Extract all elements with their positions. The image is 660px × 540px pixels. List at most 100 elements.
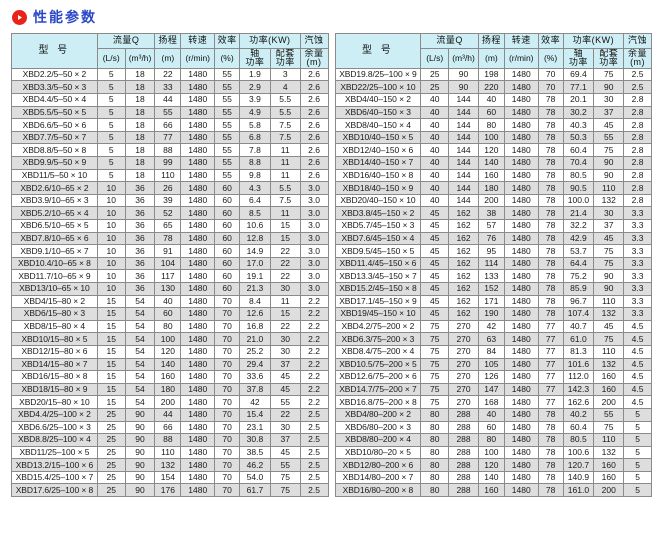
cell-model: XBD6.5/10–65 × 5 (11, 219, 98, 233)
cell-model: XBD18/40–150 × 9 (334, 181, 422, 195)
cell-efficiency: 78 (537, 118, 564, 132)
cell-shaft_power: 53.7 (562, 244, 595, 258)
cell-flow_m3h: 54 (124, 357, 156, 372)
cell-head: 88 (154, 143, 182, 158)
cell-speed: 1480 (180, 181, 216, 195)
cell-matched_power: 75 (593, 332, 625, 346)
col-header-model: 型 号 (334, 33, 422, 69)
cell-shaft_power: 96.7 (562, 294, 595, 309)
table-row: XBD22/25–100 × 10 25 90 220 1480 70 77.1 90 2.5 (334, 80, 652, 95)
cell-speed: 1480 (503, 344, 539, 359)
spec-table-right-body: XBD19.8/25–100 × 9 25 90 198 1480 70 69.4 75 2.5… (334, 67, 652, 498)
cell-npsh: 2.2 (299, 382, 329, 397)
cell-flow_ls: 25 (96, 470, 126, 485)
table-row: XBD8/80–200 × 4 80 288 80 1480 78 80.5 110 5 (334, 433, 652, 447)
cell-flow_m3h: 54 (124, 344, 156, 359)
cell-flow_ls: 40 (420, 93, 450, 107)
cell-shaft_power: 15.4 (239, 407, 271, 422)
cell-shaft_power: 60.4 (562, 420, 595, 435)
cell-npsh: 3.3 (623, 219, 652, 233)
cell-model: XBD15.4/25–100 × 7 (11, 470, 98, 485)
cell-efficiency: 55 (214, 67, 241, 82)
cell-flow_ls: 40 (420, 156, 450, 170)
cell-matched_power: 110 (593, 181, 625, 195)
table-row: XBD3.3/5–50 × 3 5 18 33 1480 55 2.9 4 2.6 (11, 80, 329, 95)
table-row: XBD6/15–80 × 3 15 54 60 1480 70 12.6 15 2.2 (11, 307, 329, 321)
cell-shaft_power: 12.6 (239, 307, 271, 321)
cell-flow_ls: 10 (96, 219, 126, 233)
cell-flow_m3h: 144 (448, 181, 479, 195)
cell-efficiency: 78 (537, 244, 564, 258)
cell-speed: 1480 (503, 168, 539, 183)
cell-model: XBD2.6/10–65 × 2 (11, 181, 98, 195)
cell-model: XBD11/25–100 × 5 (11, 445, 98, 460)
cell-head: 52 (154, 206, 182, 220)
cell-model: XBD16.8/75–200 × 8 (334, 395, 422, 409)
cell-npsh: 3.0 (299, 206, 329, 220)
cell-npsh: 3.3 (623, 269, 652, 283)
cell-efficiency: 55 (214, 156, 241, 170)
cell-shaft_power: 40.3 (562, 118, 595, 132)
col-header-flow-m3h: (m³/h) (124, 48, 156, 69)
table-row: XBD11/25–100 × 5 25 90 110 1480 70 38.5 45 2.5 (11, 445, 329, 460)
cell-shaft_power: 25.2 (239, 344, 271, 359)
cell-flow_ls: 75 (420, 319, 450, 334)
cell-flow_m3h: 54 (124, 294, 156, 309)
cell-head: 200 (154, 395, 182, 409)
cell-model: XBD14/15–80 × 7 (11, 357, 98, 372)
cell-flow_m3h: 162 (448, 219, 479, 233)
cell-flow_ls: 25 (96, 445, 126, 460)
cell-matched_power: 5.5 (269, 181, 301, 195)
cell-shaft_power: 54.0 (239, 470, 271, 485)
cell-head: 180 (477, 181, 505, 195)
cell-head: 38 (477, 206, 505, 220)
cell-flow_ls: 40 (420, 181, 450, 195)
cell-head: 200 (477, 193, 505, 208)
cell-flow_ls: 45 (420, 244, 450, 258)
cell-flow_ls: 10 (96, 181, 126, 195)
cell-matched_power: 30 (269, 420, 301, 435)
table-row: XBD8.4/75–200 × 4 75 270 84 1480 77 81.3 110 4.5 (334, 344, 652, 359)
cell-flow_ls: 15 (96, 357, 126, 372)
cell-npsh: 4.5 (623, 344, 652, 359)
cell-matched_power: 160 (593, 470, 625, 485)
col-header-speed-unit: (r/min) (503, 48, 539, 69)
cell-speed: 1480 (503, 219, 539, 233)
cell-flow_m3h: 270 (448, 332, 479, 346)
cell-efficiency: 77 (537, 332, 564, 346)
cell-head: 140 (477, 470, 505, 485)
cell-model: XBD8/15–80 × 4 (11, 319, 98, 334)
cell-speed: 1480 (180, 156, 216, 170)
cell-efficiency: 55 (214, 143, 241, 158)
cell-flow_ls: 80 (420, 420, 450, 435)
cell-flow_m3h: 54 (124, 370, 156, 384)
cell-npsh: 2.6 (299, 143, 329, 158)
cell-speed: 1480 (503, 433, 539, 447)
table-row: XBD6/80–200 × 3 80 288 60 1480 78 60.4 75 5 (334, 420, 652, 435)
cell-flow_ls: 75 (420, 370, 450, 384)
cell-head: 190 (477, 307, 505, 321)
cell-speed: 1480 (503, 319, 539, 334)
cell-flow_m3h: 90 (124, 420, 156, 435)
cell-flow_ls: 45 (420, 256, 450, 271)
cell-head: 114 (477, 256, 505, 271)
cell-flow_ls: 75 (420, 395, 450, 409)
cell-npsh: 5 (623, 433, 652, 447)
cell-speed: 1480 (180, 407, 216, 422)
cell-npsh: 2.5 (299, 445, 329, 460)
cell-flow_m3h: 36 (124, 281, 156, 296)
cell-flow_ls: 25 (96, 420, 126, 435)
cell-model: XBD6.6/5–50 × 6 (11, 118, 98, 132)
cell-head: 120 (154, 344, 182, 359)
cell-flow_ls: 25 (420, 80, 450, 95)
cell-efficiency: 78 (537, 219, 564, 233)
cell-flow_m3h: 90 (448, 67, 479, 82)
cell-speed: 1480 (503, 420, 539, 435)
col-header-speed-unit: (r/min) (180, 48, 216, 69)
cell-model: XBD6/80–200 × 3 (334, 420, 422, 435)
cell-model: XBD15.2/45–150 × 8 (334, 281, 422, 296)
cell-head: 40 (477, 407, 505, 422)
cell-matched_power: 5.5 (269, 93, 301, 107)
cell-head: 168 (477, 395, 505, 409)
